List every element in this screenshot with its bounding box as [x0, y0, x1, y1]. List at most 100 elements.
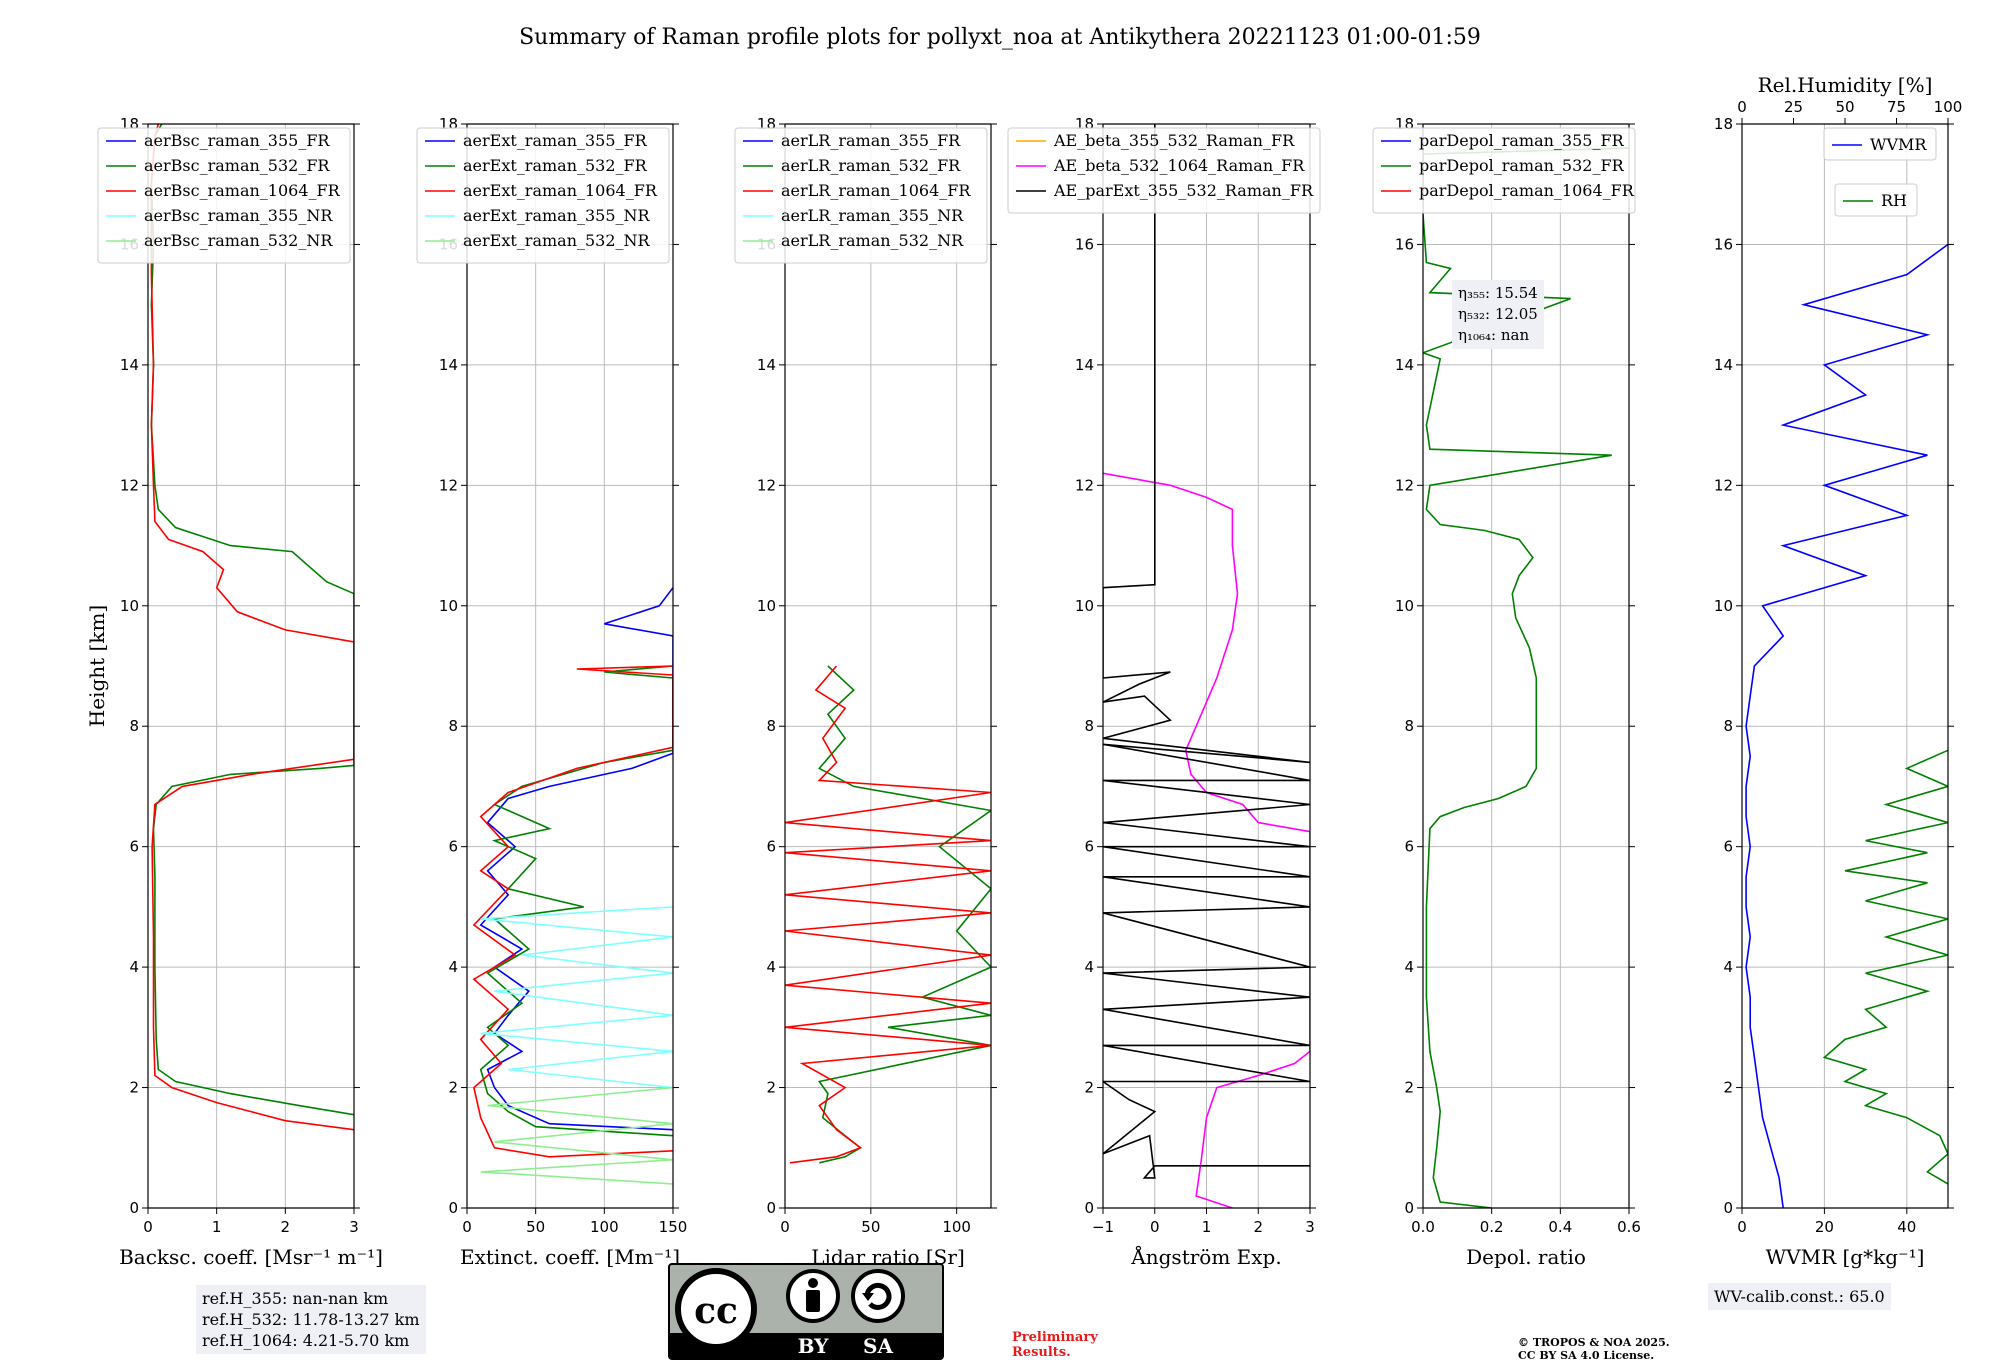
y-tick-label: 2: [129, 1079, 139, 1097]
top-x-axis-label: Rel.Humidity [%]: [1758, 73, 1933, 97]
y-tick-label: 2: [448, 1079, 458, 1097]
y-tick-label: 10: [1714, 597, 1733, 615]
series-line-aerBsc_raman_1064_FR: [150, 124, 354, 1131]
y-tick-label: 6: [448, 838, 458, 856]
legend-entry: aerExt_raman_1064_FR: [463, 181, 658, 200]
x-tick-label: 0.0: [1411, 1218, 1435, 1236]
series-line-aerExt_raman_355_NR: [480, 906, 673, 1089]
x-tick-label: 0.6: [1617, 1218, 1641, 1236]
x-tick-label: 1: [212, 1218, 222, 1236]
series-line-aerExt_raman_532_FR: [479, 665, 673, 1137]
y-tick-label: 10: [439, 597, 458, 615]
series-line-WVMR: [1745, 243, 1948, 1208]
x-axis-label: Depol. ratio: [1466, 1245, 1586, 1269]
y-tick-label: 10: [120, 597, 139, 615]
ref-h-1064: ref.H_1064: 4.21-5.70 km: [202, 1331, 410, 1350]
series-group: [785, 665, 991, 1164]
cc-by-sa-logo: cc BY SA: [668, 1263, 944, 1360]
legend-entry: aerExt_raman_532_FR: [463, 156, 648, 175]
y-tick-label: 4: [129, 958, 139, 976]
reference-height-box: ref.H_355: nan-nan km ref.H_532: 11.78-1…: [196, 1285, 426, 1354]
legend-frame-rh: [1834, 183, 1918, 217]
top-x-tick-label: 0: [1737, 98, 1747, 116]
series-line-aerExt_raman_1064_FR: [472, 665, 673, 1158]
y-tick-label: 14: [439, 356, 458, 374]
preliminary-note: Preliminary Results.: [1012, 1330, 1098, 1360]
legend-entry: aerLR_raman_532_NR: [781, 231, 964, 250]
legend: aerExt_raman_355_FR aerExt_raman_532_FRae…: [416, 127, 670, 264]
panel-1: 0123024681012141618Backsc. coeff. [Msr⁻¹…: [85, 115, 383, 1269]
x-tick-label: 0: [143, 1218, 153, 1236]
top-x-tick-label: 25: [1784, 98, 1803, 116]
y-tick-label: 14: [757, 356, 776, 374]
series-group: [472, 587, 673, 1185]
x-tick-label: 0: [780, 1218, 790, 1236]
y-tick-label: 4: [448, 958, 458, 976]
legend-entry: aerBsc_raman_532_NR: [144, 231, 333, 250]
y-tick-label: 8: [1084, 717, 1094, 735]
y-tick-label: 12: [1075, 476, 1094, 494]
legend-entry: aerExt_raman_355_NR: [463, 206, 651, 225]
x-axis-label: Extinct. coeff. [Mm⁻¹]: [460, 1245, 680, 1269]
y-tick-label: 2: [1723, 1079, 1733, 1097]
copyright-line-2: CC BY SA 4.0 License.: [1518, 1349, 1655, 1362]
x-tick-label: 0: [1150, 1218, 1160, 1236]
x-tick-label: 20: [1815, 1218, 1834, 1236]
legend-frame: [1372, 127, 1636, 214]
copyright-line-1: © TROPOS & NOA 2025.: [1518, 1336, 1670, 1349]
top-x-tick-label: 100: [1934, 98, 1963, 116]
series-group: [150, 124, 354, 1131]
legend-entry: RH: [1881, 191, 1907, 210]
y-tick-label: 14: [1075, 356, 1094, 374]
y-tick-label: 6: [1084, 838, 1094, 856]
y-tick-label: 10: [1075, 597, 1094, 615]
y-tick-label: 12: [120, 476, 139, 494]
y-tick-label: 4: [1084, 958, 1094, 976]
y-tick-label: 4: [1404, 958, 1414, 976]
legend: aerBsc_raman_355_FR aerBsc_raman_532_FRae…: [97, 127, 351, 264]
cc-circle-icon: [675, 1268, 757, 1350]
y-tick-label: 4: [766, 958, 776, 976]
y-tick-label: 8: [448, 717, 458, 735]
legend-entry: AE_beta_532_1064_Raman_FR: [1053, 156, 1305, 175]
panel-6: 0 20 40 0 2 4 6 8 10 12 14 16 18 WVMR [g*kg⁻¹] 0 25 50 75…: [1714, 73, 1962, 1269]
legend-frame: [1007, 127, 1321, 214]
preliminary-line-1: Preliminary: [1012, 1330, 1098, 1345]
legend-entry: aerLR_raman_355_FR: [781, 131, 961, 150]
y-tick-label: 10: [1395, 597, 1414, 615]
series-group: [1103, 124, 1310, 1208]
x-tick-label: 0: [1737, 1218, 1747, 1236]
legend-entry: parDepol_raman_532_FR: [1419, 156, 1625, 175]
top-x-tick-label: 75: [1887, 98, 1906, 116]
x-tick-label: 150: [659, 1218, 688, 1236]
legend-entry: parDepol_raman_1064_FR: [1419, 181, 1635, 200]
y-axis-label: Height [km]: [85, 605, 109, 727]
legend-entry: aerBsc_raman_1064_FR: [144, 181, 341, 200]
legend-entry: WVMR: [1870, 135, 1927, 154]
x-tick-label: 3: [1305, 1218, 1315, 1236]
y-tick-label: 16: [1075, 235, 1094, 253]
y-tick-label: 8: [129, 717, 139, 735]
legend-entry: aerBsc_raman_355_NR: [144, 206, 333, 225]
legend-entry: parDepol_raman_355_FR: [1419, 131, 1625, 150]
eta-355: η₃₅₅: 15.54: [1458, 284, 1538, 302]
series-line-aerExt_raman_355_FR: [479, 587, 673, 1131]
legend-frame: [734, 127, 988, 264]
legend-entry: aerLR_raman_532_FR: [781, 156, 961, 175]
x-axis-label: WVMR [g*kg⁻¹]: [1766, 1245, 1925, 1269]
y-tick-label: 8: [766, 717, 776, 735]
y-tick-label: 2: [1084, 1079, 1094, 1097]
y-tick-label: 0: [1084, 1199, 1094, 1217]
y-tick-label: 12: [1395, 476, 1414, 494]
y-tick-label: 6: [1404, 838, 1414, 856]
x-tick-label: 0.4: [1548, 1218, 1572, 1236]
y-tick-label: 0: [129, 1199, 139, 1217]
y-tick-label: 0: [448, 1199, 458, 1217]
legend-entry: aerLR_raman_1064_FR: [781, 181, 971, 200]
panels: 0123024681012141618Backsc. coeff. [Msr⁻¹…: [85, 73, 1962, 1269]
y-tick-label: 0: [766, 1199, 776, 1217]
x-tick-label: 100: [590, 1218, 619, 1236]
legend-entry: aerBsc_raman_355_FR: [144, 131, 330, 150]
